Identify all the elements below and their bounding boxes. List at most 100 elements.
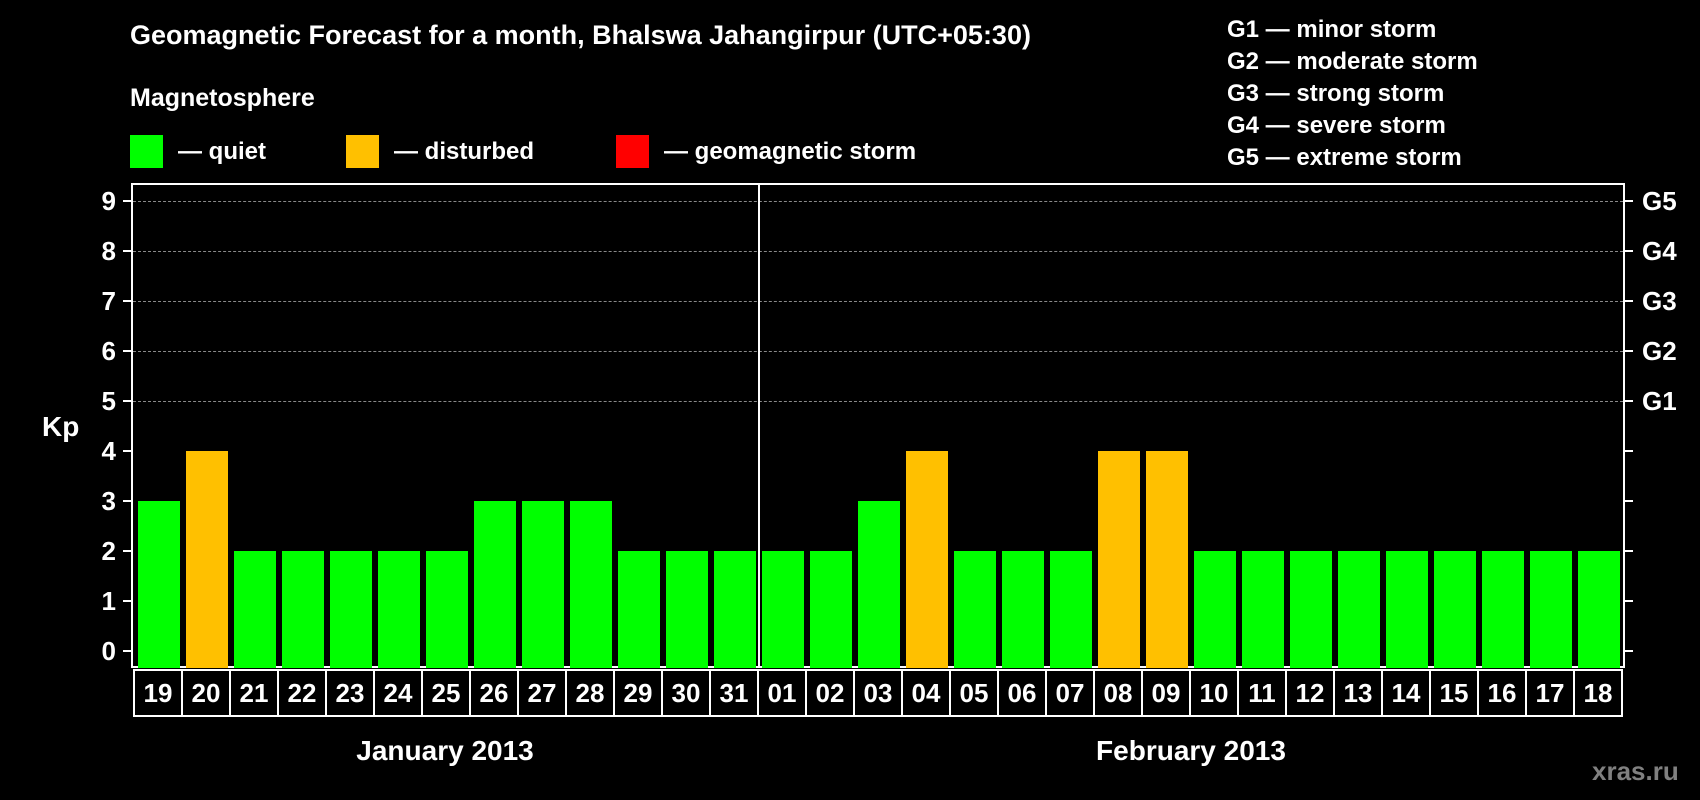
day-label: 13	[1333, 669, 1383, 717]
y-tick-right	[1625, 550, 1633, 552]
day-label: 14	[1381, 669, 1431, 717]
kp-bar	[186, 451, 228, 668]
y-tick-label: 0	[101, 636, 116, 666]
day-label: 18	[1573, 669, 1623, 717]
y-tick-left	[123, 250, 131, 252]
day-label: 07	[1045, 669, 1095, 717]
y-tick-label: 8	[101, 236, 116, 266]
kp-bar	[426, 551, 468, 668]
y-tick-right	[1625, 650, 1633, 652]
g-level-label: G4	[1642, 236, 1677, 266]
day-label: 06	[997, 669, 1047, 717]
day-label: 15	[1429, 669, 1479, 717]
kp-bar	[1242, 551, 1284, 668]
kp-bar	[234, 551, 276, 668]
gridline	[133, 201, 1623, 202]
y-tick-label: 4	[101, 436, 116, 466]
y-tick-right	[1625, 500, 1633, 502]
y-tick-label: 5	[101, 386, 116, 416]
day-label: 01	[757, 669, 807, 717]
day-label: 08	[1093, 669, 1143, 717]
kp-bar	[1194, 551, 1236, 668]
g-scale-legend: G1 — minor storm G2 — moderate storm G3 …	[1227, 14, 1478, 174]
month-divider	[758, 183, 760, 668]
day-label: 22	[277, 669, 327, 717]
legend-label: — geomagnetic storm	[664, 137, 917, 165]
y-tick-right	[1625, 200, 1633, 202]
y-tick-label: 9	[101, 186, 116, 216]
kp-bar	[1578, 551, 1620, 668]
g-scale-item: G2 — moderate storm	[1227, 48, 1478, 75]
y-tick-right	[1625, 300, 1633, 302]
y-tick-label: 2	[101, 536, 116, 566]
kp-bar	[522, 501, 564, 668]
y-tick-left	[123, 400, 131, 402]
disturbed-swatch	[346, 135, 379, 168]
y-tick-label: 6	[101, 336, 116, 366]
day-label: 02	[805, 669, 855, 717]
day-label: 29	[613, 669, 663, 717]
day-label: 09	[1141, 669, 1191, 717]
kp-bar	[858, 501, 900, 668]
g-level-label: G2	[1642, 336, 1677, 366]
day-label: 24	[373, 669, 423, 717]
kp-bar	[1338, 551, 1380, 668]
g-level-label: G3	[1642, 286, 1677, 316]
g-scale-item: G5 — extreme storm	[1227, 144, 1462, 171]
day-label: 25	[421, 669, 471, 717]
day-label: 03	[853, 669, 903, 717]
legend-storm: — geomagnetic storm	[616, 135, 916, 168]
g-level-label: G5	[1642, 186, 1677, 216]
storm-swatch	[616, 135, 649, 168]
y-tick-label: 1	[101, 586, 116, 616]
day-label: 19	[133, 669, 183, 717]
legend-label: — disturbed	[394, 137, 535, 165]
y-tick-right	[1625, 250, 1633, 252]
kp-bar	[1482, 551, 1524, 668]
y-tick-left	[123, 450, 131, 452]
kp-bar	[474, 501, 516, 668]
day-label: 11	[1237, 669, 1287, 717]
legend-label: — quiet	[178, 137, 266, 165]
kp-bar	[906, 451, 948, 668]
day-label: 12	[1285, 669, 1335, 717]
kp-bar	[762, 551, 804, 668]
kp-bar	[1290, 551, 1332, 668]
day-label: 26	[469, 669, 519, 717]
day-label: 27	[517, 669, 567, 717]
y-tick-left	[123, 600, 131, 602]
y-tick-right	[1625, 600, 1633, 602]
month-label-january: January 2013	[356, 735, 534, 766]
y-tick-left	[123, 200, 131, 202]
gridline	[133, 301, 1623, 302]
day-label: 31	[709, 669, 759, 717]
day-label: 23	[325, 669, 375, 717]
chart-title: Geomagnetic Forecast for a month, Bhalsw…	[130, 20, 1031, 50]
kp-bar	[1386, 551, 1428, 668]
watermark: xras.ru	[1592, 756, 1679, 786]
y-tick-label: 3	[101, 486, 116, 516]
kp-bar	[1098, 451, 1140, 668]
y-tick-label: 7	[101, 286, 116, 316]
y-axis-label: Kp	[42, 411, 80, 442]
kp-bar	[1050, 551, 1092, 668]
month-label-february: February 2013	[1096, 735, 1286, 766]
g-scale-item: G3 — strong storm	[1227, 80, 1445, 107]
kp-bar	[1146, 451, 1188, 668]
kp-bar	[330, 551, 372, 668]
y-tick-right	[1625, 450, 1633, 452]
day-label: 05	[949, 669, 999, 717]
day-label: 28	[565, 669, 615, 717]
kp-bar	[1530, 551, 1572, 668]
gridline	[133, 401, 1623, 402]
y-tick-right	[1625, 400, 1633, 402]
g-scale-item: G1 — minor storm	[1227, 16, 1437, 43]
y-tick-left	[123, 300, 131, 302]
day-label: 16	[1477, 669, 1527, 717]
kp-bar	[954, 551, 996, 668]
legend-disturbed: — disturbed	[346, 135, 534, 168]
gridline	[133, 351, 1623, 352]
legend-quiet: — quiet	[130, 135, 266, 168]
g-level-label: G1	[1642, 386, 1677, 416]
y-tick-right	[1625, 350, 1633, 352]
